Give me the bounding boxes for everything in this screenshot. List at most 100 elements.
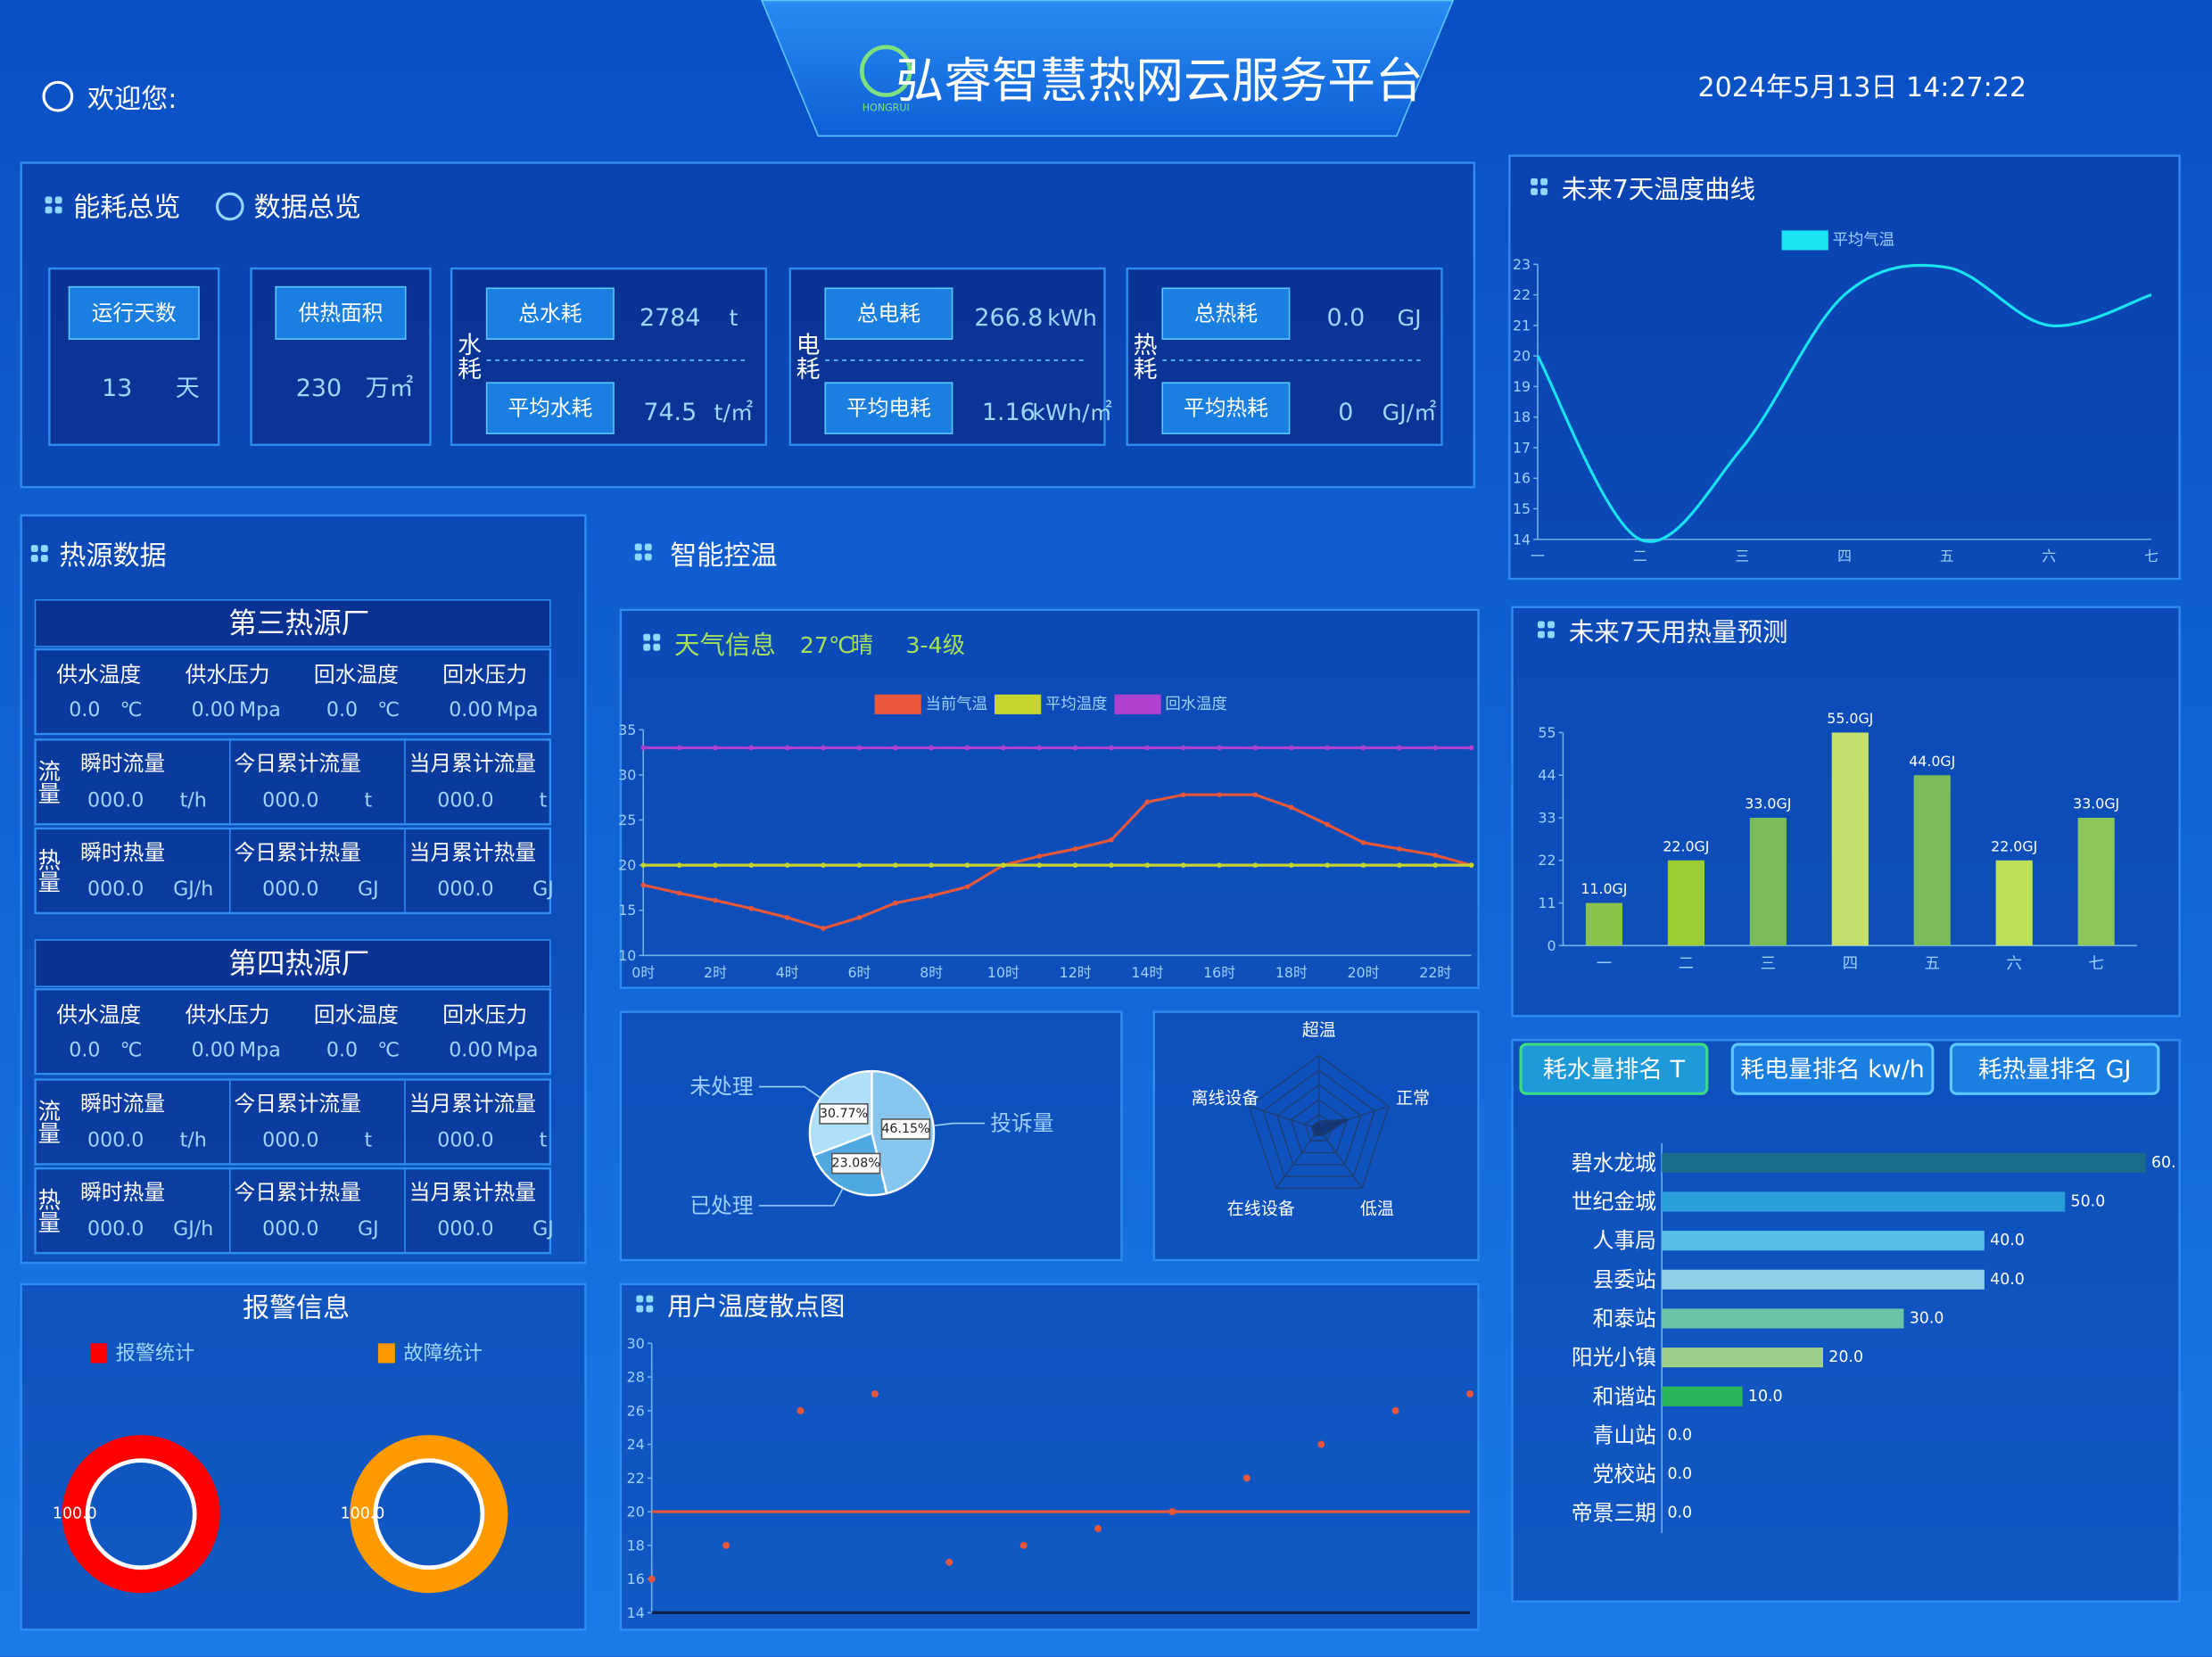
legend-swatch [90,1343,108,1364]
point [1288,745,1294,751]
title-icon [643,633,651,641]
title-icon [54,196,62,204]
tab-bg[interactable] [1949,1043,2160,1095]
point [1217,745,1222,751]
point [1109,837,1114,843]
button-label: 平均水耗 [508,396,592,421]
y-tick-label: 18 [627,1537,645,1554]
value: 000.0 [262,1129,318,1152]
panel [34,1078,552,1166]
title-icon [30,545,38,552]
title-icon [30,555,38,563]
param-label: 供水压力 [186,1002,270,1027]
point [1397,745,1402,751]
value: 0.00 [192,698,235,721]
legend-swatch [377,1343,395,1364]
y-tick-label: 20 [1513,348,1531,365]
x-tick-label: 2时 [704,964,727,981]
unit: GJ [532,878,554,901]
welcome: 欢迎您: [87,84,177,115]
x-tick-label: 四 [1843,955,1858,973]
radar-spoke [1318,1128,1363,1189]
slice-label: 已处理 [689,1193,753,1218]
point [1001,862,1006,868]
value-label: 50.0 [2071,1193,2106,1211]
param-label: 当月累计热量 [409,1180,536,1205]
unit: t/h [180,788,207,812]
x-tick-label: 14时 [1131,964,1163,981]
plant-header [34,939,551,987]
value-label: 22.0GJ [1663,837,1709,854]
x-tick-label: 三 [1761,955,1776,973]
title-icon [646,1305,654,1313]
y-tick-label: 20 [627,1504,645,1521]
panel [34,738,552,826]
bar [1662,1308,1904,1329]
value-label: 0.0 [1667,1426,1692,1444]
value-label: 20.0 [1828,1348,1863,1366]
button-bg [824,382,953,434]
x-tick-label: 七 [2144,548,2158,565]
point [929,745,934,751]
value: 230 [296,375,342,402]
x-tick-label: 一 [1531,548,1545,565]
y-tick-label: 人事局 [1593,1228,1656,1253]
point [1168,1508,1176,1516]
point [713,897,718,903]
point [713,745,718,751]
plant-name: 第三热源厂 [228,608,369,640]
y-tick-label: 20 [618,857,636,874]
series-line [1536,263,2152,543]
value-label: 10.0 [1748,1388,1783,1406]
value-label: 22.0GJ [1991,837,2037,854]
y-tick-label: 14 [627,1604,645,1621]
tab[interactable]: 耗热量排名 GJ [1978,1056,2132,1084]
tab[interactable]: 能耗总览 [73,193,180,224]
point [964,862,970,868]
indicator-label: 在线设备 [1227,1199,1295,1218]
logo-icon [860,45,912,97]
param-label: 瞬时热量 [80,1180,165,1205]
point [892,745,898,751]
point [821,926,826,931]
legend-swatch [874,694,921,714]
title-icon [646,1295,654,1303]
y-tick-label: 17 [1513,439,1531,456]
y-tick-label: 15 [618,902,636,919]
tab[interactable]: 耗电量排名 kw/h [1740,1056,1925,1084]
unit: Mpa [239,698,281,721]
y-tick-label: 35 [618,721,636,738]
param-label: 瞬时热量 [80,840,165,865]
side-label: 热量 [35,1188,61,1233]
point [1242,1474,1250,1482]
point [784,862,790,868]
bar [2077,817,2115,946]
unit: ℃ [377,1038,400,1061]
legend-label: 平均气温 [1833,231,1895,249]
tab-bg[interactable] [1730,1043,1935,1095]
tab-bg[interactable] [1519,1043,1709,1095]
tab[interactable]: 数据总览 [254,193,361,224]
datetime: 2024年5月13日 14:27:22 [1698,72,2026,103]
value: 0 [1338,399,1353,426]
unit: GJ [1398,305,1422,331]
title-icon [636,1305,644,1313]
unit: GJ/h [173,878,213,901]
value: 266.8 [974,304,1043,332]
value: 0.0 [69,698,100,721]
title-icon [45,196,53,204]
radar-ring [1248,1054,1390,1190]
tab[interactable]: 耗水量排名 T [1543,1056,1686,1084]
point [648,1575,656,1583]
param-label: 当月累计流量 [409,751,536,776]
panel [34,1166,552,1255]
param-label: 供水温度 [56,663,141,688]
unit: 万㎡ [366,375,414,402]
point [1466,1389,1474,1397]
chart-title: 用户温度散点图 [667,1292,845,1322]
y-tick-label: 帝景三期 [1572,1501,1656,1526]
y-tick-label: 碧水龙城 [1572,1150,1656,1175]
button-bg [275,285,407,340]
pie-slice [62,1435,220,1594]
bar [1662,1386,1743,1406]
